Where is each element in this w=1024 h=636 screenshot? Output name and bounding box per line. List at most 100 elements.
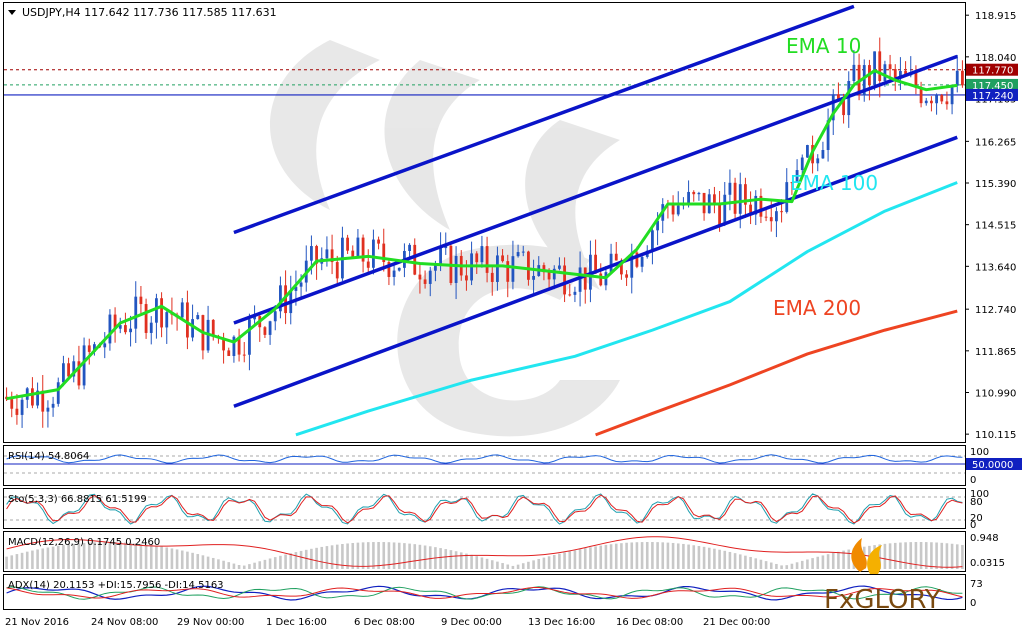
ema-line-10 bbox=[6, 69, 958, 401]
candle-body bbox=[67, 363, 70, 377]
x-tick: 6 Dec 08:00 bbox=[354, 617, 415, 628]
candle-body bbox=[31, 388, 34, 406]
macd-histogram-bar bbox=[506, 564, 510, 569]
macd-histogram-bar bbox=[697, 546, 701, 569]
macd-histogram-bar bbox=[501, 563, 504, 569]
macd-histogram-bar bbox=[692, 545, 696, 569]
candle-body bbox=[155, 298, 158, 323]
candle-body bbox=[475, 253, 479, 263]
macd-histogram-bar bbox=[671, 542, 675, 569]
macd-histogram-bar bbox=[666, 542, 670, 569]
candle-body bbox=[356, 237, 360, 257]
triangle-down-icon[interactable] bbox=[8, 10, 16, 15]
candle-body bbox=[392, 270, 396, 277]
macd-histogram-bar bbox=[640, 542, 644, 569]
macd-histogram-bar bbox=[738, 554, 742, 569]
candle-body bbox=[423, 279, 427, 284]
macd-histogram-bar bbox=[599, 545, 603, 569]
macd-histogram-bar bbox=[62, 545, 65, 569]
rsi-tick-0: 0 bbox=[970, 475, 976, 486]
macd-histogram-bar bbox=[403, 543, 406, 569]
macd-histogram-bar bbox=[914, 542, 918, 569]
macd-histogram-bar bbox=[428, 546, 432, 569]
macd-histogram-bar bbox=[485, 558, 489, 569]
macd-histogram-bar bbox=[707, 547, 711, 569]
macd-tick-bottom: 0.0315 bbox=[970, 558, 1005, 569]
price-level-label: 117.450 bbox=[972, 81, 1013, 92]
rsi-value-tag bbox=[966, 458, 1022, 470]
candle-body bbox=[713, 194, 716, 205]
candle-body bbox=[625, 274, 628, 278]
candle-body bbox=[211, 319, 215, 336]
x-tick: 13 Dec 16:00 bbox=[528, 617, 595, 628]
macd-histogram-bar bbox=[785, 565, 789, 569]
macd-histogram-bar bbox=[134, 543, 138, 569]
macd-histogram-bar bbox=[749, 556, 752, 569]
candle-body bbox=[330, 249, 334, 263]
macd-histogram-bar bbox=[387, 542, 391, 569]
macd-histogram-bar bbox=[744, 555, 747, 569]
macd-histogram-bar bbox=[950, 543, 954, 569]
candle-body bbox=[924, 100, 928, 104]
macd-histogram-bar bbox=[382, 542, 386, 569]
macd-histogram-bar bbox=[888, 543, 892, 569]
candle-body bbox=[346, 237, 349, 251]
macd-histogram-bar bbox=[795, 562, 799, 569]
macd-histogram-bar bbox=[372, 542, 375, 569]
macd-histogram-bar bbox=[470, 554, 473, 569]
candle-body bbox=[671, 205, 675, 215]
candle-body bbox=[232, 336, 236, 357]
candle-body bbox=[620, 260, 623, 275]
candle-body bbox=[578, 267, 582, 292]
macd-histogram-bar bbox=[408, 543, 411, 569]
macd-histogram-bar bbox=[46, 547, 50, 569]
candle-body bbox=[723, 194, 727, 225]
candle-body bbox=[950, 85, 954, 105]
candle-body bbox=[377, 239, 380, 244]
macd-histogram-bar bbox=[542, 557, 546, 569]
candle-body bbox=[62, 363, 65, 383]
candle-body bbox=[485, 246, 489, 273]
macd-histogram-bar bbox=[397, 542, 401, 569]
y-tick-label: 110.115 bbox=[975, 430, 1016, 441]
stoch-tick-0: 0 bbox=[970, 520, 976, 531]
macd-histogram-bar bbox=[160, 546, 163, 569]
rsi-tick-50: 50.0000 bbox=[972, 460, 1013, 471]
pane-frames bbox=[3, 2, 966, 610]
candle-body bbox=[82, 345, 86, 386]
price-level-tag bbox=[966, 88, 1018, 101]
candle-body bbox=[36, 390, 39, 406]
macd-histogram-bar bbox=[175, 549, 179, 569]
macd-histogram-bar bbox=[754, 558, 758, 569]
macd-histogram-bar bbox=[806, 559, 809, 569]
macd-histogram-bar bbox=[496, 561, 499, 569]
candle-body bbox=[558, 265, 561, 269]
candle-body bbox=[20, 399, 24, 415]
candle-body bbox=[149, 322, 153, 333]
candle-body bbox=[764, 216, 768, 218]
candle-body bbox=[749, 204, 752, 215]
candle-body bbox=[506, 261, 510, 282]
macd-histogram-bar bbox=[15, 554, 19, 569]
macd-histogram-bar bbox=[330, 545, 334, 569]
macd-histogram-bar bbox=[25, 551, 29, 569]
macd-histogram-bar bbox=[320, 546, 324, 569]
macd-histogram-bar bbox=[36, 549, 39, 569]
macd-histogram-bar bbox=[537, 558, 541, 569]
macd-histogram-bar bbox=[521, 563, 525, 569]
macd-histogram-bar bbox=[77, 543, 81, 569]
macd-histogram-bar bbox=[583, 548, 587, 569]
candle-body bbox=[961, 70, 964, 86]
macd-histogram-bar bbox=[759, 559, 763, 569]
candle-body bbox=[614, 253, 618, 261]
macd-histogram-bar bbox=[682, 543, 685, 569]
macd-histogram-bar bbox=[578, 549, 582, 569]
candle-body bbox=[568, 294, 572, 296]
macd-histogram-bar bbox=[790, 563, 794, 569]
macd-histogram-bar bbox=[201, 555, 205, 569]
candle-body bbox=[77, 361, 81, 386]
macd-histogram-bar bbox=[878, 544, 882, 569]
macd-histogram-bar bbox=[945, 543, 949, 569]
macd-histogram-bar bbox=[366, 542, 370, 569]
